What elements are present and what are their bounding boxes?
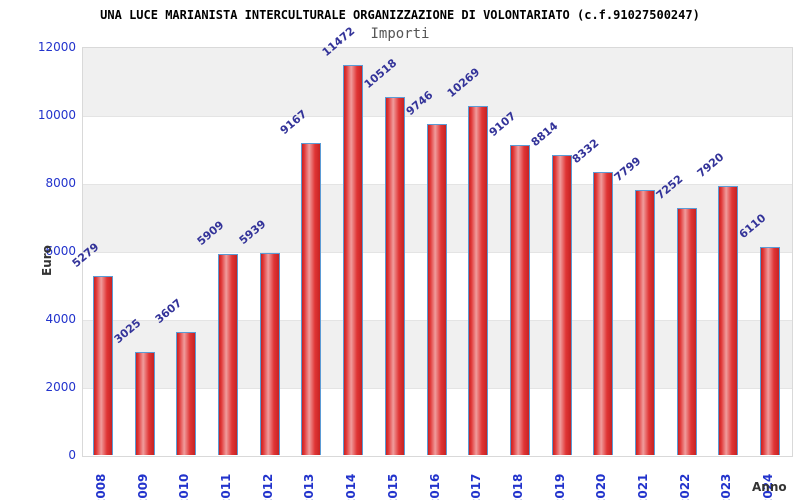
bar-2009: [134, 352, 155, 455]
bar-2023: [718, 185, 739, 455]
chart-title: UNA LUCE MARIANISTA INTERCULTURALE ORGAN…: [100, 8, 700, 22]
x-tick-label-2022: 2022: [677, 473, 692, 500]
x-tick-label-2012: 2012: [260, 473, 275, 500]
x-tick-label-2018: 2018: [510, 473, 525, 500]
grid-band: [83, 48, 792, 116]
bar-2024: [760, 247, 781, 455]
y-tick-label: 6000: [45, 244, 76, 258]
x-tick-label-2008: 2008: [93, 473, 108, 500]
y-tick-label: 4000: [45, 312, 76, 326]
bar-2016: [426, 123, 447, 455]
x-tick-label-2023: 2023: [719, 473, 734, 500]
bar-2014: [343, 64, 364, 455]
x-tick-label-2013: 2013: [302, 473, 317, 500]
x-tick-label-2020: 2020: [594, 473, 609, 500]
x-tick-label-2015: 2015: [385, 473, 400, 500]
bar-2020: [593, 171, 614, 455]
y-axis-title: Euro: [40, 245, 54, 276]
y-tick-label: 10000: [37, 108, 76, 122]
x-tick-label-2011: 2011: [218, 473, 233, 500]
bar-2011: [217, 254, 238, 455]
x-tick-label-2021: 2021: [636, 473, 651, 500]
y-tick-label: 2000: [45, 380, 76, 394]
bar-2018: [509, 145, 530, 455]
x-tick-label-2017: 2017: [469, 473, 484, 500]
x-tick-label-2010: 2010: [177, 473, 192, 500]
bar-2022: [676, 208, 697, 455]
x-tick-label-2014: 2014: [344, 473, 359, 500]
x-tick-label-2019: 2019: [552, 473, 567, 500]
chart-subtitle: Importi: [370, 26, 430, 42]
bar-2015: [384, 97, 405, 455]
x-axis-title: Anno: [752, 480, 787, 494]
bar-2008: [92, 275, 113, 455]
bar-2010: [176, 332, 197, 455]
bar-2019: [551, 155, 572, 455]
y-tick-label: 8000: [45, 176, 76, 190]
y-tick-label: 0: [68, 448, 76, 462]
bar-2021: [635, 189, 656, 455]
x-tick-label-2009: 2009: [135, 473, 150, 500]
bar-2017: [468, 105, 489, 455]
bar-2013: [301, 143, 322, 455]
y-tick-label: 12000: [37, 40, 76, 54]
bar-2012: [259, 253, 280, 455]
x-tick-label-2016: 2016: [427, 473, 442, 500]
